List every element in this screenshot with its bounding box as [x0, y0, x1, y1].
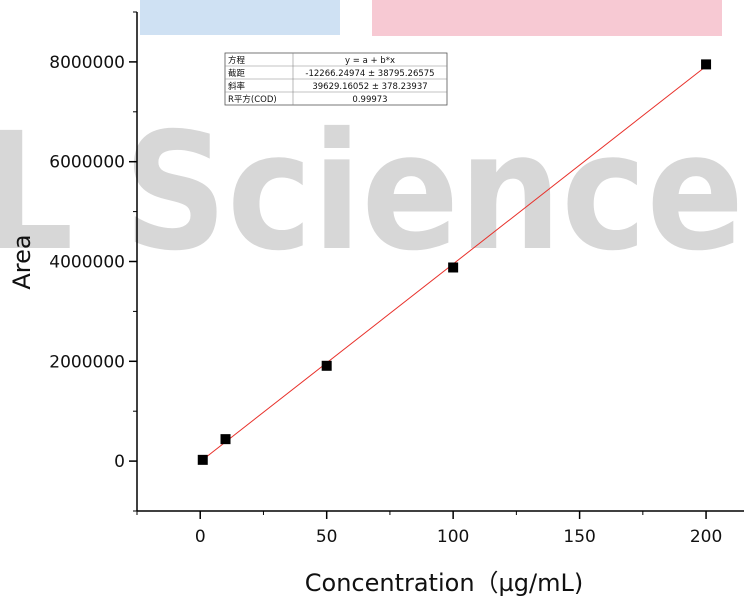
plot-area	[197, 59, 712, 465]
x-tick-label: 50	[316, 527, 338, 547]
watermark: L Science	[0, 0, 744, 287]
watermark-banner-pink	[372, 0, 722, 36]
x-tick-label: 100	[437, 527, 469, 547]
y-axis-title: Area	[8, 234, 36, 289]
x-tick-label: 150	[563, 527, 595, 547]
stats-value: 39629.16052 ± 378.23937	[312, 82, 427, 92]
y-tick-label: 2000000	[49, 352, 125, 372]
y-tick-label: 4000000	[49, 253, 125, 273]
watermark-banner-blue	[140, 0, 340, 35]
x-axis-title: Concentration（µg/mL)	[305, 569, 583, 597]
x-tick-label: 200	[690, 527, 722, 547]
data-point	[701, 59, 712, 70]
y-tick-label: 8000000	[49, 53, 125, 73]
axes: 0 50 100 150 200 0 2000000 4000000 6000000 800000…	[49, 11, 744, 547]
data-point	[197, 454, 208, 465]
y-tick-label: 6000000	[49, 153, 125, 173]
data-point	[448, 262, 459, 273]
y-tick-label: 0	[114, 452, 125, 472]
stats-label: 截距	[228, 68, 246, 79]
stats-label: 斜率	[228, 81, 246, 92]
stats-label: R平方(COD)	[228, 94, 277, 105]
stats-value: -12266.24974 ± 38795.26575	[305, 69, 434, 79]
data-point	[321, 360, 332, 371]
fit-stats-table: 方程 y = a + b*x 截距 -12266.24974 ± 38795.2657…	[224, 52, 448, 106]
stats-value: 0.99973	[352, 95, 387, 105]
stats-label: 方程	[228, 55, 246, 66]
watermark-text: L Science	[0, 99, 744, 287]
x-tick-label: 0	[195, 527, 206, 547]
stats-value: y = a + b*x	[345, 56, 395, 66]
data-point	[220, 434, 231, 445]
